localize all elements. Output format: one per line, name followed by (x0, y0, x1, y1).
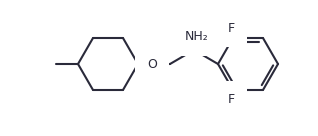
Text: O: O (147, 58, 157, 70)
Text: NH₂: NH₂ (185, 30, 209, 44)
Text: F: F (227, 21, 235, 35)
Text: F: F (227, 93, 235, 106)
